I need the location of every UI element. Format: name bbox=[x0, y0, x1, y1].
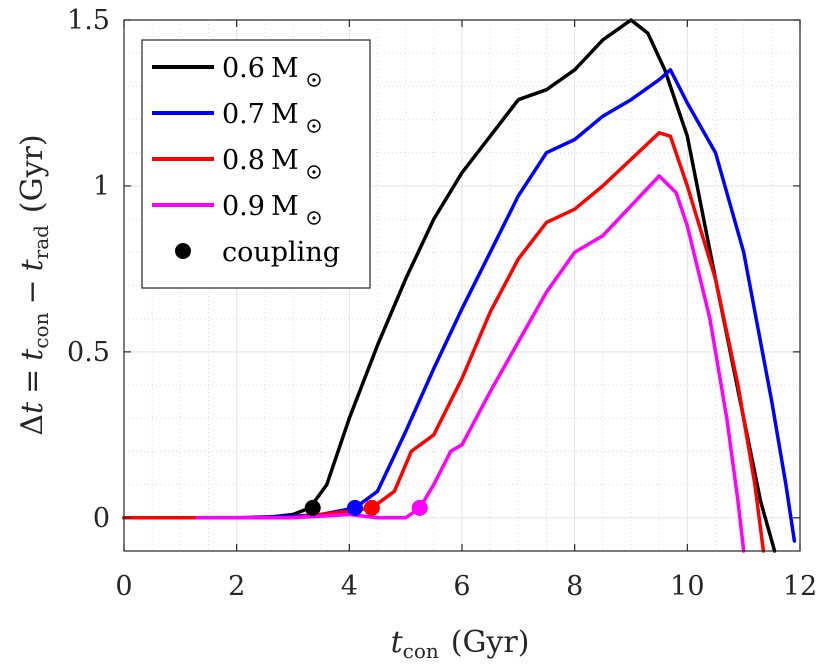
series-layer bbox=[122, 18, 797, 553]
xlabel-unit: (Gyr) bbox=[451, 625, 530, 660]
xlabel-main: t bbox=[391, 625, 404, 660]
legend-label-0.8: 0.8 M bbox=[222, 145, 299, 176]
y-tick-label: 0.5 bbox=[67, 337, 110, 368]
sun-symbol-icon bbox=[307, 119, 321, 133]
y-tick-label: 1.5 bbox=[67, 5, 110, 36]
legend-label-0.6: 0.6 M bbox=[222, 53, 299, 84]
x-tick-label: 8 bbox=[566, 571, 583, 602]
series-line-0.9 bbox=[195, 174, 746, 553]
ylabel-minus: − bbox=[15, 279, 50, 304]
y-axis-label: Δt=tcon−trad(Gyr) bbox=[15, 134, 53, 435]
sun-symbol-dot bbox=[312, 78, 316, 82]
xlabel-sub: con bbox=[403, 639, 439, 663]
x-tick-label: 4 bbox=[341, 571, 358, 602]
sun-symbol-dot bbox=[312, 170, 316, 174]
x-tick-label: 6 bbox=[453, 571, 470, 602]
x-tick-label: 12 bbox=[783, 571, 817, 602]
sun-symbol-dot bbox=[312, 216, 316, 220]
ylabel-sub2: con bbox=[29, 312, 53, 348]
sun-symbol-icon bbox=[307, 165, 321, 179]
sun-symbol-icon bbox=[307, 73, 321, 87]
coupling-marker-0.7 bbox=[346, 499, 363, 516]
x-tick-label: 10 bbox=[670, 571, 704, 602]
legend-label-0.9: 0.9 M bbox=[222, 191, 299, 222]
legend-coupling-label: coupling bbox=[222, 237, 340, 268]
y-tick-label: 0 bbox=[93, 503, 110, 534]
ylabel-t1: t bbox=[15, 401, 50, 414]
axes-layer: 0 2 4 6 8 10 12 0 0.5 1 1.5 bbox=[67, 5, 817, 602]
legend: 0.6 M 0.7 M 0.8 M 0.9 M coupling bbox=[141, 39, 371, 289]
x-tick-label: 2 bbox=[228, 571, 245, 602]
coupling-marker-0.6 bbox=[304, 499, 321, 516]
ylabel-delta: Δ bbox=[15, 414, 50, 436]
legend-coupling-marker bbox=[175, 243, 191, 259]
ylabel-unit: (Gyr) bbox=[15, 134, 50, 213]
coupling-marker-0.9 bbox=[411, 499, 428, 516]
legend-label-0.7: 0.7 M bbox=[222, 99, 299, 130]
ylabel-t2: t bbox=[15, 348, 50, 361]
x-axis-label: tcon (Gyr) bbox=[391, 625, 530, 663]
ylabel-eq: = bbox=[15, 369, 50, 394]
ylabel-t3: t bbox=[15, 258, 50, 271]
coupling-marker-0.8 bbox=[363, 499, 380, 516]
sun-symbol-dot bbox=[312, 124, 316, 128]
x-tick-label: 0 bbox=[115, 571, 132, 602]
y-tick-label: 1 bbox=[93, 171, 110, 202]
sun-symbol-icon bbox=[307, 211, 321, 225]
ylabel-sub3: rad bbox=[29, 225, 53, 259]
